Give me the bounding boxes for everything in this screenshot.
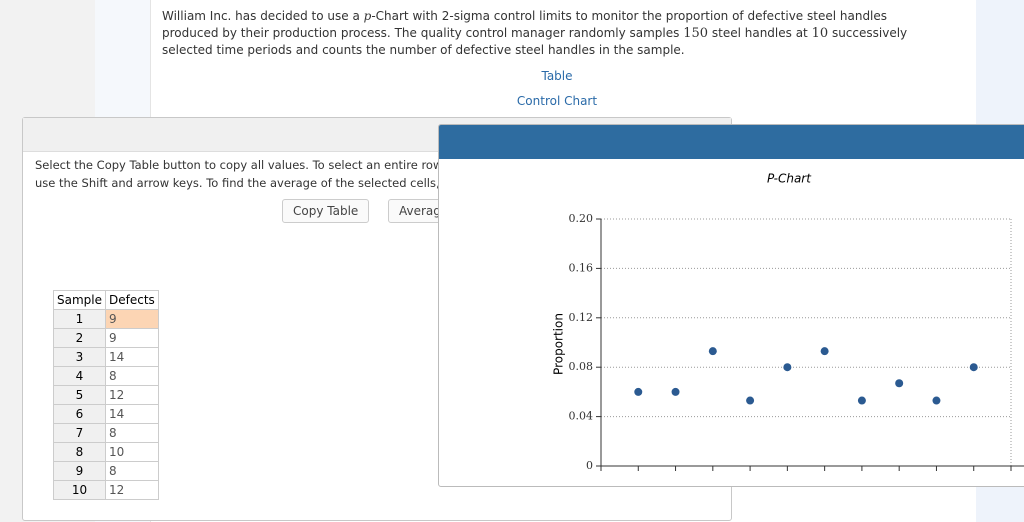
y-tick-label: 0: [586, 459, 593, 472]
chart-window: P-Chart Proportion 0 0.04 0.08 0.12 0.16 0.20: [438, 124, 1024, 487]
point: [783, 363, 792, 372]
window-header: [439, 125, 1024, 159]
text: -Chart with 2-sigma control limits to mo…: [162, 9, 888, 40]
point: [746, 396, 755, 405]
point: [820, 347, 829, 356]
table-cell: 12: [105, 480, 159, 500]
text: 150: [683, 26, 709, 41]
point: [895, 379, 904, 388]
table-cell: 10: [105, 442, 159, 462]
table-row: 5 12: [53, 385, 159, 405]
chart-title: P-Chart: [767, 172, 812, 186]
table-cell: 3: [53, 347, 106, 367]
point: [969, 363, 978, 372]
table-cell: 6: [53, 404, 106, 424]
table-row: 3 14: [53, 347, 159, 367]
table-cell: 9: [53, 461, 106, 481]
table-cell: 1: [53, 309, 106, 329]
problem-text: William Inc. has decided to use a p-Char…: [162, 8, 942, 59]
table-cell: 12: [105, 385, 159, 405]
chart: P-Chart Proportion 0 0.04 0.08 0.12 0.16 0.20: [552, 172, 1024, 472]
y-tick-label: 0.04: [569, 410, 594, 423]
table-cell: 14: [105, 404, 159, 424]
table-cell: 5: [53, 385, 106, 405]
point: [857, 396, 866, 405]
header-cell: Defects: [105, 290, 159, 310]
point: [671, 387, 680, 396]
table-cell: 7: [53, 423, 106, 443]
table-row: 8 10: [53, 442, 159, 462]
text: William Inc. has decided to use a: [162, 9, 364, 23]
table-cell: 8: [105, 366, 159, 386]
table-cell: 8: [105, 423, 159, 443]
table-cell: 8: [53, 442, 106, 462]
table-row: 10 12: [53, 480, 159, 500]
text: 10: [811, 26, 829, 41]
instruction: use the Shift and arrow keys. To find th…: [35, 176, 478, 190]
table-cell: 14: [105, 347, 159, 367]
link[interactable]: Control Chart: [516, 94, 598, 108]
table-cell: 10: [53, 480, 106, 500]
point: [634, 387, 643, 396]
table-cell: 9: [105, 309, 159, 329]
table-cell: 4: [53, 366, 106, 386]
text: p: [363, 9, 372, 23]
link[interactable]: Table: [541, 69, 573, 83]
y-axis-label: Proportion: [552, 313, 566, 375]
y-tick-label: 0.16: [569, 261, 594, 274]
table-cell: 9: [105, 328, 159, 348]
table-cell: 2: [53, 328, 106, 348]
y-tick-label: 0.12: [569, 311, 594, 324]
table-cell: 8: [105, 461, 159, 481]
text: successively selected time periods and c…: [162, 26, 908, 57]
button[interactable]: Copy Table: [282, 199, 370, 223]
point: [932, 396, 941, 405]
text: steel handles at: [708, 26, 812, 40]
header-cell: Sample: [53, 290, 106, 310]
y-tick-label: 0.08: [569, 360, 594, 373]
instruction: Select the Copy Table button to copy all…: [35, 158, 475, 172]
data-table: Sample Defects 1 9 2 9 3 14 4 8 5 12 6 14 7 8 8 10 9 8 10 1…: [53, 290, 159, 500]
table-row: 6 14: [53, 404, 159, 424]
point: [708, 347, 717, 356]
y-tick-label: 0.20: [569, 212, 594, 225]
